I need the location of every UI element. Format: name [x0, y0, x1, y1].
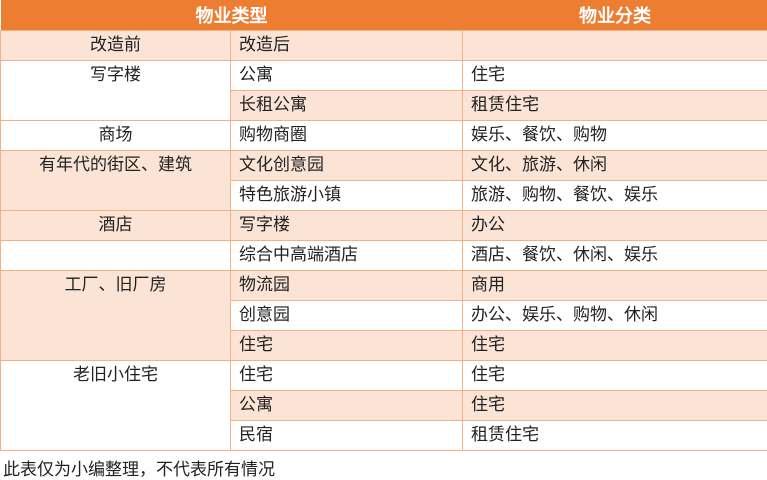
after-cell: 综合中高端酒店 [231, 241, 463, 271]
category-cell: 住宅 [463, 361, 767, 391]
after-cell: 长租公寓 [231, 91, 463, 121]
table-row: 商场购物商圈娱乐、餐饮、购物 [1, 121, 767, 151]
after-cell: 公寓 [231, 61, 463, 91]
table-row: 酒店写字楼办公 [1, 211, 767, 241]
category-cell: 娱乐、餐饮、购物 [463, 121, 767, 151]
after-cell: 公寓 [231, 391, 463, 421]
after-label: 改造后 [231, 31, 463, 61]
before-cell: 老旧小住宅 [1, 361, 231, 451]
category-cell: 租赁住宅 [463, 91, 767, 121]
category-cell: 商用 [463, 271, 767, 301]
after-cell: 民宿 [231, 421, 463, 451]
before-cell: 写字楼 [1, 61, 231, 121]
before-cell: 有年代的街区、建筑 [1, 151, 231, 211]
after-cell: 写字楼 [231, 211, 463, 241]
header-row: 物业类型 物业分类 [1, 0, 767, 31]
category-cell: 酒店、餐饮、休闲、娱乐 [463, 241, 767, 271]
category-label [463, 31, 767, 61]
category-cell: 办公 [463, 211, 767, 241]
before-label: 改造前 [1, 31, 231, 61]
category-cell: 租赁住宅 [463, 421, 767, 451]
category-cell: 住宅 [463, 61, 767, 91]
after-cell: 住宅 [231, 331, 463, 361]
category-cell: 文化、旅游、休闲 [463, 151, 767, 181]
header-property-type: 物业类型 [1, 0, 463, 31]
category-cell: 住宅 [463, 331, 767, 361]
category-cell: 旅游、购物、餐饮、娱乐 [463, 181, 767, 211]
table-row: 写字楼公寓住宅 [1, 61, 767, 91]
table-row: 综合中高端酒店酒店、餐饮、休闲、娱乐 [1, 241, 767, 271]
before-cell: 商场 [1, 121, 231, 151]
table-row: 有年代的街区、建筑文化创意园文化、旅游、休闲 [1, 151, 767, 181]
after-cell: 文化创意园 [231, 151, 463, 181]
before-cell [1, 241, 231, 271]
before-cell: 酒店 [1, 211, 231, 241]
table-row: 工厂、旧厂房物流园商用 [1, 271, 767, 301]
after-cell: 住宅 [231, 361, 463, 391]
after-cell: 特色旅游小镇 [231, 181, 463, 211]
table-caption: 此表仅为小编整理，不代表所有情况 [0, 455, 767, 480]
header-property-category: 物业分类 [463, 0, 767, 31]
after-cell: 购物商圈 [231, 121, 463, 151]
table-row: 老旧小住宅住宅住宅 [1, 361, 767, 391]
after-cell: 创意园 [231, 301, 463, 331]
column-label-row: 改造前 改造后 [1, 31, 767, 61]
property-table: 物业类型 物业分类 改造前 改造后 写字楼公寓住宅长租公寓租赁住宅商场购物商圈娱… [0, 0, 767, 451]
before-cell: 工厂、旧厂房 [1, 271, 231, 361]
category-cell: 住宅 [463, 391, 767, 421]
after-cell: 物流园 [231, 271, 463, 301]
category-cell: 办公、娱乐、购物、休闲 [463, 301, 767, 331]
